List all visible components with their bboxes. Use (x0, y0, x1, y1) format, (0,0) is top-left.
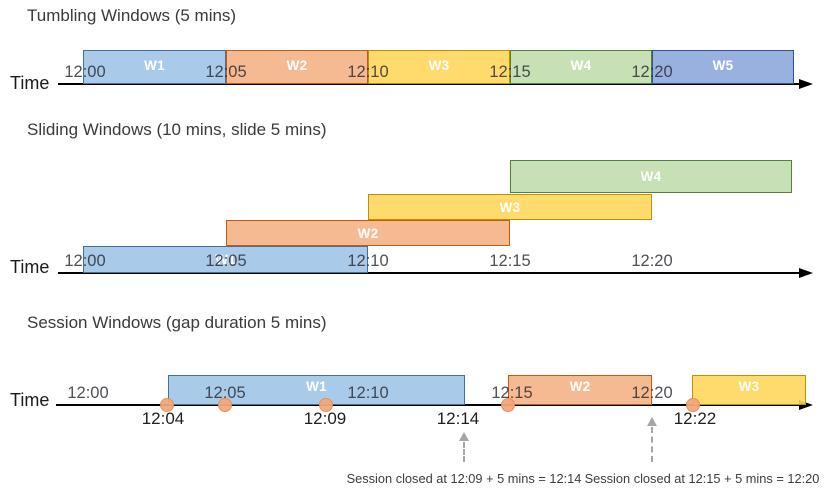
event-dot (686, 398, 700, 412)
window-w4: W4 (510, 160, 792, 193)
window-w3: W3 (368, 50, 510, 84)
tumbling-section-title: Tumbling Windows (5 mins) (27, 6, 237, 25)
window-w1: W1 (83, 246, 368, 273)
window-w4: W4 (510, 50, 652, 84)
tick-label: 12:15 (489, 63, 531, 81)
axis-arrowhead-icon (799, 79, 813, 89)
time-axis-line (56, 404, 802, 406)
window-label: W2 (286, 57, 308, 73)
event-dot (218, 398, 232, 412)
event-dot (319, 398, 333, 412)
tick-label: 12:15 (491, 384, 533, 402)
window-w3: W3 (692, 375, 806, 405)
tick-label: 12:10 (347, 384, 389, 402)
window-w1: W1 (168, 375, 465, 405)
time-axis-label: Time (10, 73, 50, 93)
time-axis-line (58, 83, 802, 85)
up-arrowhead-icon (459, 432, 469, 441)
window-label: W2 (569, 379, 591, 394)
window-label: W2 (357, 225, 379, 241)
window-w5: W5 (652, 50, 794, 84)
up-arrowhead-icon (647, 417, 657, 426)
tick-label: 12:05 (204, 384, 246, 402)
time-axis-line (58, 272, 802, 274)
window-w2: W2 (226, 50, 368, 84)
window-w2: W2 (508, 375, 652, 405)
event-time-label: 12:22 (673, 409, 717, 428)
window-label: W4 (640, 169, 662, 184)
tick-label: 12:05 (205, 63, 247, 81)
tick-label: 12:10 (347, 63, 389, 81)
close-time-label: 12:14 (436, 409, 480, 428)
tick-label: 12:20 (631, 63, 673, 81)
session-close-annotation: Session closed at 12:09 + 5 mins = 12:14 (346, 471, 582, 486)
window-w2: W2 (226, 220, 510, 246)
window-label: W4 (570, 57, 592, 73)
axis-arrowhead-icon (799, 268, 813, 278)
tick-label: 12:00 (67, 384, 109, 402)
session-close-annotation: Session closed at 12:15 + 5 mins = 12:20 (584, 471, 820, 486)
window-label: W1 (215, 252, 236, 267)
event-time-label: 12:09 (303, 409, 347, 428)
tick-label: 12:15 (489, 252, 531, 270)
event-time-label: 12:04 (141, 409, 185, 428)
tick-label: 12:00 (64, 252, 106, 270)
window-label: W5 (712, 57, 734, 73)
event-dot (160, 398, 174, 412)
window-w3: W3 (368, 194, 652, 220)
time-axis-label: Time (10, 257, 50, 277)
window-label: W3 (738, 379, 760, 394)
tick-label: 12:20 (631, 252, 673, 270)
session-section-title: Session Windows (gap duration 5 mins) (27, 313, 327, 332)
window-label: W3 (428, 57, 450, 73)
axis-arrowhead-icon (799, 400, 813, 410)
window-w1: W1 (83, 50, 226, 84)
tick-label: 12:10 (347, 252, 389, 270)
dashed-pointer-line (651, 427, 653, 462)
tick-label: 12:20 (631, 384, 673, 402)
sliding-section-title: Sliding Windows (10 mins, slide 5 mins) (27, 120, 327, 139)
dashed-pointer-line (463, 442, 465, 462)
window-label: W1 (144, 57, 165, 73)
window-label: W3 (499, 199, 521, 215)
time-axis-label: Time (10, 390, 50, 410)
tick-label: 12:05 (205, 252, 247, 270)
window-label: W1 (306, 379, 327, 394)
tick-label: 12:00 (64, 63, 106, 81)
event-dot (501, 398, 515, 412)
